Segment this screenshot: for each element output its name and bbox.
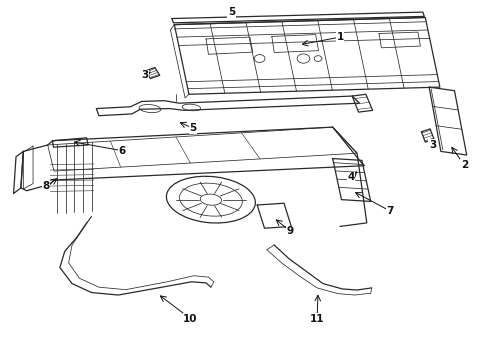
Text: 9: 9 (287, 226, 294, 236)
Text: 3: 3 (142, 70, 149, 80)
Text: 3: 3 (429, 140, 436, 150)
Text: 4: 4 (347, 172, 355, 182)
Text: 6: 6 (119, 146, 126, 156)
Text: 2: 2 (461, 160, 468, 170)
Text: 7: 7 (387, 206, 394, 216)
Text: 1: 1 (336, 32, 343, 42)
Text: 5: 5 (189, 123, 196, 133)
Text: 8: 8 (43, 181, 50, 192)
Text: 11: 11 (310, 314, 324, 324)
Text: 10: 10 (183, 314, 197, 324)
Text: 5: 5 (228, 7, 235, 17)
